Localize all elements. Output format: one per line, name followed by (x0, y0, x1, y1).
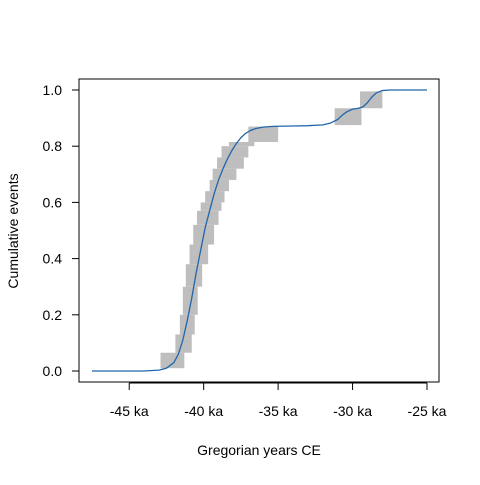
envelope-box-13 (221, 146, 249, 158)
cdf-curve-line (92, 89, 427, 372)
y-tick-label-3: 0.6 (43, 194, 63, 210)
envelope-box-16 (334, 108, 362, 126)
y-tick-label-0: 0.0 (43, 363, 63, 379)
envelope-box-0 (160, 352, 185, 369)
envelope-box-4 (185, 264, 203, 287)
x-tick-label-0: -45 ka (110, 403, 149, 419)
y-tick-label-5: 1.0 (43, 82, 63, 98)
y-axis-label: Cumulative events (5, 173, 21, 288)
envelope-box-11 (212, 168, 237, 180)
y-tick-label-2: 0.4 (43, 251, 63, 267)
envelope-box-9 (205, 191, 225, 203)
envelope-box-3 (182, 286, 198, 315)
envelope-box-1 (175, 334, 192, 353)
x-tick-label-3: -30 ka (333, 403, 372, 419)
envelope-layer (160, 91, 383, 369)
y-tick-label-4: 0.8 (43, 138, 63, 154)
curve-layer (92, 89, 427, 372)
axis-layer: -45 ka -40 ka -35 ka -30 ka -25 ka 0.0 0.2 0.4 0… (43, 82, 447, 419)
plot-frame (78, 78, 440, 383)
envelope-box-2 (179, 314, 195, 335)
x-tick-label-1: -40 ka (184, 403, 223, 419)
x-axis-label: Gregorian years CE (197, 442, 321, 458)
envelope-box-10 (209, 179, 229, 192)
x-tick-label-4: -25 ka (408, 403, 447, 419)
y-tick-label-1: 0.2 (43, 307, 63, 323)
x-tick-label-2: -35 ka (259, 403, 298, 419)
envelope-box-14 (228, 141, 255, 147)
envelope-box-5 (189, 244, 209, 265)
envelope-box-15 (248, 126, 279, 142)
envelope-box-12 (217, 157, 244, 169)
